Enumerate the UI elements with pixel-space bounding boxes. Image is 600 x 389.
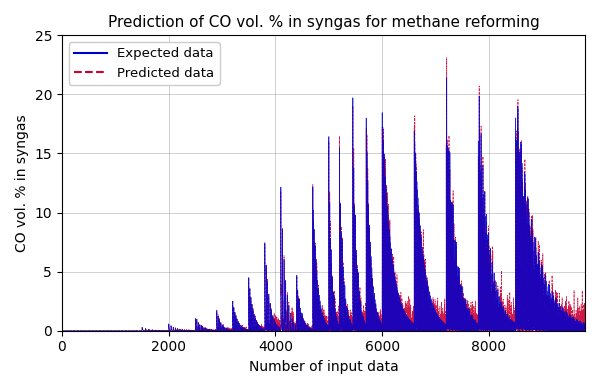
Y-axis label: CO vol. % in syngas: CO vol. % in syngas <box>15 114 29 252</box>
Title: Prediction of CO vol. % in syngas for methane reforming: Prediction of CO vol. % in syngas for me… <box>107 15 539 30</box>
Expected data <box>200 328 207 333</box>
Expected data <box>581 328 589 333</box>
Predicted data <box>58 328 65 333</box>
Predicted data <box>441 302 448 307</box>
Predicted data <box>72 328 79 333</box>
Predicted data <box>581 317 589 322</box>
Expected data <box>58 328 65 333</box>
X-axis label: Number of input data: Number of input data <box>248 360 398 374</box>
Predicted data <box>200 328 207 333</box>
Expected data <box>368 322 375 327</box>
Predicted data <box>130 328 137 333</box>
Expected data <box>443 75 450 80</box>
Predicted data <box>443 55 450 60</box>
Expected data <box>114 328 121 333</box>
Line: Predicted data: Predicted data <box>62 58 585 331</box>
Legend: Expected data, Predicted data: Expected data, Predicted data <box>68 42 220 85</box>
Line: Expected data: Expected data <box>62 78 585 331</box>
Expected data <box>72 328 79 333</box>
Expected data <box>441 328 448 333</box>
Expected data <box>130 328 137 333</box>
Predicted data <box>368 321 375 326</box>
Predicted data <box>114 328 121 333</box>
